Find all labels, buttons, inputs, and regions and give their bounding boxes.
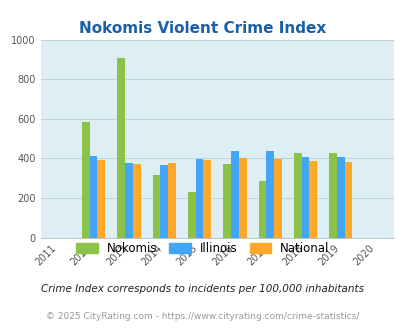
Text: © 2025 CityRating.com - https://www.cityrating.com/crime-statistics/: © 2025 CityRating.com - https://www.city… (46, 313, 359, 321)
Bar (336, 157, 344, 238)
Text: Crime Index corresponds to incidents per 100,000 inhabitants: Crime Index corresponds to incidents per… (41, 284, 364, 294)
Bar (125, 163, 132, 238)
Bar (152, 175, 160, 238)
Bar (117, 58, 125, 238)
Bar (230, 151, 238, 238)
Text: Nokomis Violent Crime Index: Nokomis Violent Crime Index (79, 20, 326, 36)
Bar (258, 181, 266, 238)
Bar (328, 153, 336, 238)
Bar (168, 163, 175, 238)
Legend: Nokomis, Illinois, National: Nokomis, Illinois, National (72, 237, 333, 260)
Bar (90, 156, 97, 238)
Bar (82, 122, 90, 238)
Bar (273, 159, 281, 238)
Bar (238, 158, 246, 238)
Bar (188, 192, 195, 238)
Bar (301, 157, 309, 238)
Bar (223, 164, 230, 238)
Bar (309, 161, 316, 238)
Bar (132, 164, 140, 238)
Bar (97, 160, 105, 238)
Bar (203, 160, 211, 238)
Bar (266, 151, 273, 238)
Bar (160, 165, 168, 238)
Bar (344, 162, 352, 238)
Bar (293, 153, 301, 238)
Bar (195, 159, 203, 238)
